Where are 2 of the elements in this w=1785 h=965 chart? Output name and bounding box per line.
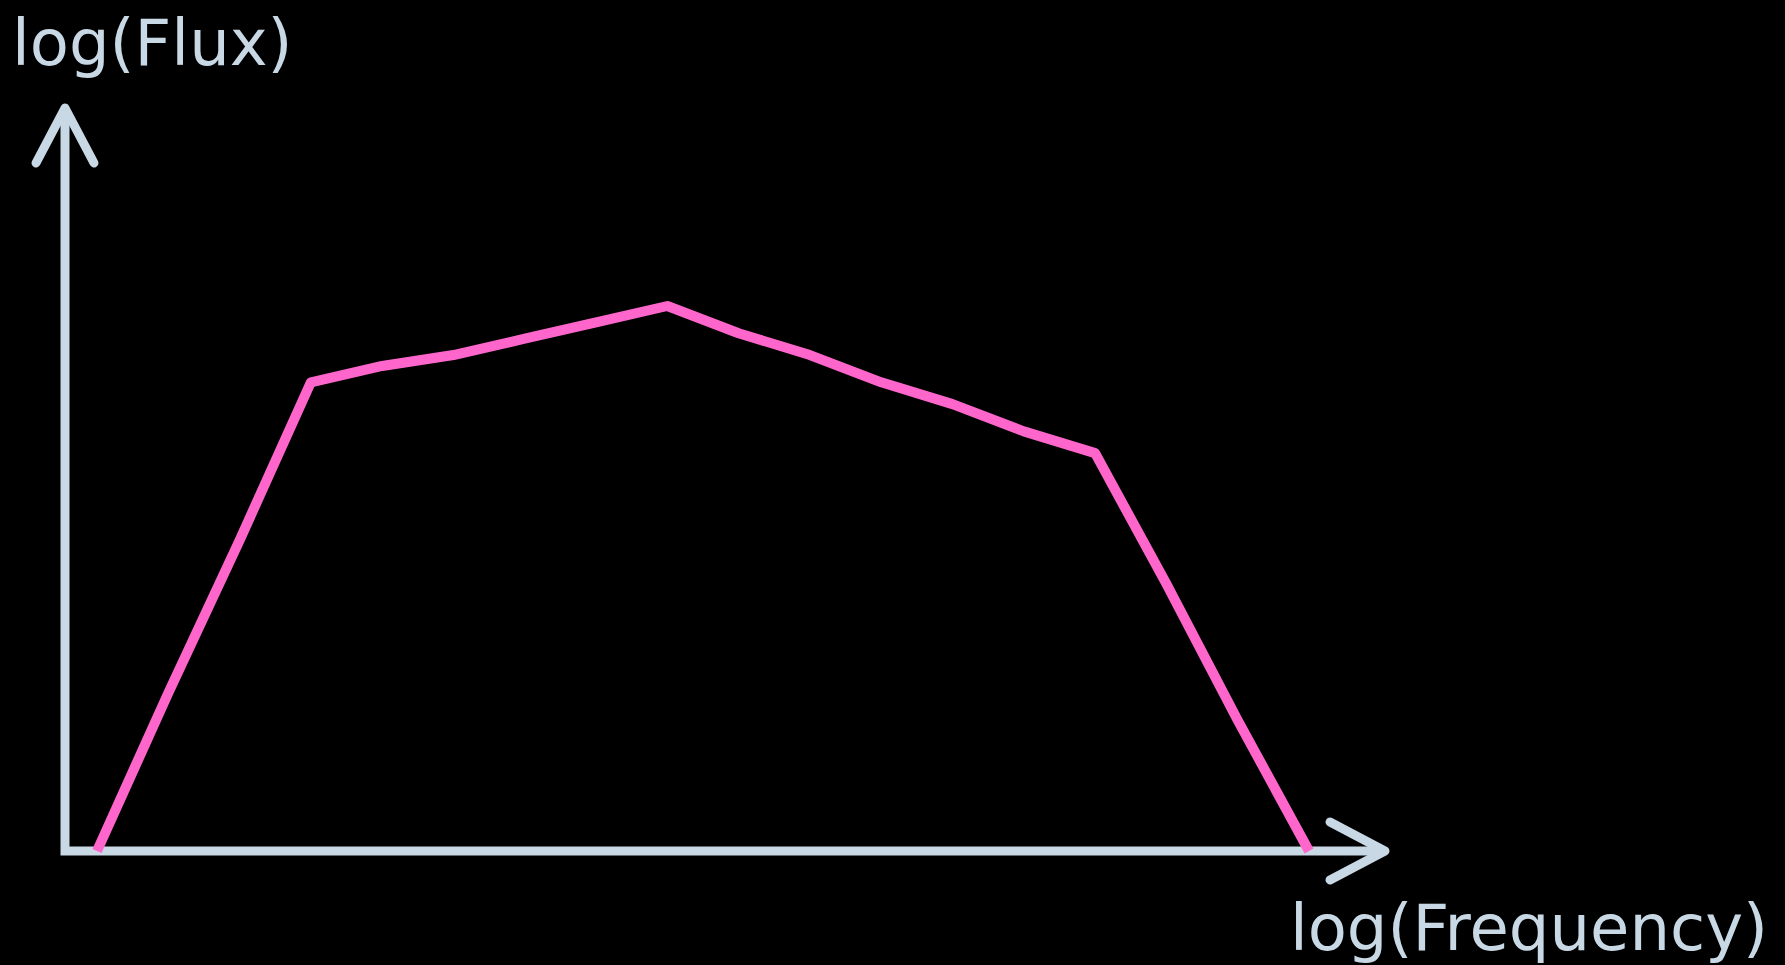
x-axis-title: log(Frequency)	[1289, 891, 1768, 965]
y-axis-title: log(Flux)	[12, 6, 293, 80]
